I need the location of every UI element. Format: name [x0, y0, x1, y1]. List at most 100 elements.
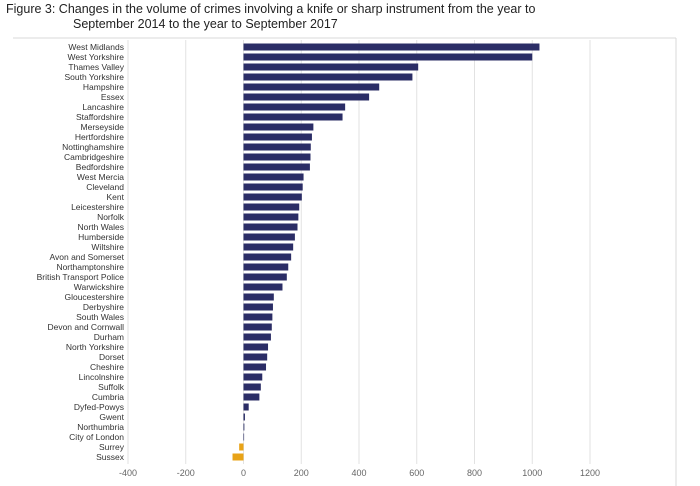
x-tick-label: 800: [467, 468, 482, 478]
bar: [243, 133, 312, 141]
bar: [243, 293, 274, 301]
category-label: Dyfed-Powys: [74, 402, 124, 412]
category-label: Leicestershire: [71, 202, 124, 212]
category-label: Lincolnshire: [79, 372, 125, 382]
bar: [243, 143, 311, 151]
chart-title-line-2: September 2014 to the year to September …: [73, 17, 338, 31]
gridlines: [127, 40, 591, 464]
category-label: Surrey: [99, 442, 125, 452]
category-label: Derbyshire: [83, 302, 124, 312]
bar: [243, 183, 303, 191]
x-tick-label: 1200: [580, 468, 600, 478]
bar: [243, 313, 273, 321]
category-label: West Yorkshire: [67, 52, 124, 62]
bar: [243, 173, 304, 181]
category-label: Cheshire: [90, 362, 124, 372]
bar: [243, 343, 269, 351]
category-label: Northumbria: [77, 422, 124, 432]
bar: [243, 373, 263, 381]
x-tick-label: 600: [409, 468, 424, 478]
bar: [243, 83, 380, 91]
category-label: Cleveland: [86, 182, 124, 192]
bar: [243, 53, 533, 61]
category-label: Cambridgeshire: [64, 152, 124, 162]
category-label: Warwickshire: [74, 282, 124, 292]
bar: [243, 413, 245, 421]
bar: [243, 43, 540, 51]
x-tick-label: 200: [294, 468, 309, 478]
category-label: Cumbria: [92, 392, 124, 402]
bar: [243, 123, 314, 131]
category-label: Gwent: [99, 412, 124, 422]
bar: [243, 393, 260, 401]
category-label: Humberside: [78, 232, 124, 242]
category-label: West Midlands: [68, 42, 124, 52]
category-label: Norfolk: [97, 212, 125, 222]
x-tick-label: 0: [241, 468, 246, 478]
x-tick-label: 1000: [522, 468, 542, 478]
category-label: Kent: [107, 192, 125, 202]
category-label: Staffordshire: [76, 112, 124, 122]
category-label: Gloucestershire: [64, 292, 124, 302]
bar: [243, 403, 249, 411]
bar: [243, 303, 273, 311]
category-label: British Transport Police: [37, 272, 125, 282]
x-tick-label: -400: [119, 468, 137, 478]
category-label: North Wales: [78, 222, 124, 232]
bar: [243, 73, 413, 81]
bar: [243, 433, 245, 441]
bar: [239, 443, 244, 451]
bar: [232, 453, 244, 461]
x-tick-label: -200: [177, 468, 195, 478]
bar: [243, 273, 287, 281]
category-label: Wiltshire: [91, 242, 124, 252]
bar: [243, 353, 268, 361]
bar: [243, 103, 346, 111]
category-label: South Wales: [76, 312, 124, 322]
category-label: Suffolk: [98, 382, 125, 392]
category-label: Sussex: [96, 452, 125, 462]
category-label: Dorset: [99, 352, 125, 362]
bar: [243, 323, 272, 331]
category-label: Bedfordshire: [76, 162, 124, 172]
bar: [243, 193, 302, 201]
bar: [243, 93, 370, 101]
bar: [243, 423, 245, 431]
category-label: Thames Valley: [68, 62, 124, 72]
bar: [243, 213, 299, 221]
category-label: South Yorkshire: [64, 72, 124, 82]
chart-title-line-1: Figure 3: Changes in the volume of crime…: [6, 2, 536, 16]
category-label: Lancashire: [82, 102, 124, 112]
category-label: Avon and Somerset: [50, 252, 125, 262]
category-label: Hertfordshire: [75, 132, 124, 142]
bar: [243, 63, 419, 71]
category-label: Durham: [94, 332, 124, 342]
bar: [243, 383, 261, 391]
category-label: Merseyside: [81, 122, 125, 132]
bar: [243, 203, 300, 211]
bar: [243, 243, 294, 251]
bar: [243, 253, 292, 261]
category-label: Hampshire: [83, 82, 124, 92]
category-label: Essex: [101, 92, 125, 102]
category-label: Devon and Cornwall: [47, 322, 124, 332]
category-label: Northamptonshire: [56, 262, 124, 272]
bars: [232, 43, 540, 461]
bar: [243, 233, 295, 241]
bar: [243, 363, 267, 371]
category-label: Nottinghamshire: [62, 142, 124, 152]
bar: [243, 163, 310, 171]
category-label: City of London: [69, 432, 124, 442]
bar: [243, 113, 343, 121]
bar: [243, 263, 289, 271]
x-axis-tick-labels: -400 -200 0 200 400 600 800 1000 1200: [119, 468, 600, 478]
category-label: North Yorkshire: [66, 342, 124, 352]
category-label: West Mercia: [77, 172, 124, 182]
bar: [243, 153, 311, 161]
bar: [243, 283, 283, 291]
bar: [243, 223, 298, 231]
bar: [243, 333, 271, 341]
x-tick-label: 400: [351, 468, 366, 478]
